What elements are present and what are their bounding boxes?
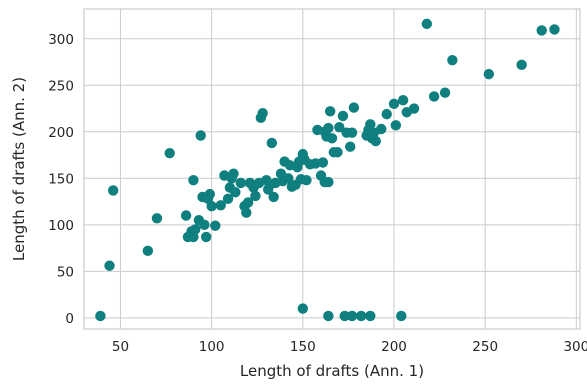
scatter-point bbox=[222, 193, 234, 204]
data-points bbox=[95, 18, 560, 322]
x-tick-labels: 50 100 150 200 250 300 bbox=[112, 339, 587, 355]
scatter-point bbox=[250, 190, 261, 202]
grid bbox=[84, 9, 580, 329]
scatter-point bbox=[428, 91, 440, 102]
scatter-point bbox=[230, 187, 241, 198]
scatter-point bbox=[188, 174, 199, 186]
scatter-point bbox=[337, 110, 349, 122]
x-tick-label: 300 bbox=[563, 339, 587, 355]
scatter-point bbox=[190, 224, 201, 235]
x-tick-label: 50 bbox=[112, 339, 129, 355]
scatter-point bbox=[228, 168, 239, 179]
scatter-point bbox=[323, 310, 334, 322]
scatter-point bbox=[195, 130, 206, 141]
scatter-point bbox=[323, 122, 334, 134]
y-tick-label: 0 bbox=[65, 311, 74, 327]
scatter-point bbox=[346, 127, 358, 138]
scatter-point bbox=[235, 177, 247, 189]
y-tick-label: 100 bbox=[48, 218, 74, 234]
scatter-point bbox=[421, 18, 433, 30]
scatter-point bbox=[370, 135, 381, 147]
scatter-point bbox=[346, 310, 358, 322]
y-tick-label: 250 bbox=[48, 78, 74, 94]
scatter-point bbox=[151, 213, 163, 224]
scatter-point bbox=[142, 245, 154, 257]
scatter-point bbox=[549, 24, 560, 35]
scatter-point bbox=[104, 260, 115, 271]
scatter-point bbox=[396, 310, 407, 322]
scatter-point bbox=[323, 176, 334, 188]
scatter-point bbox=[439, 87, 451, 98]
y-tick-label: 150 bbox=[48, 171, 74, 187]
scatter-point bbox=[95, 310, 106, 322]
scatter-point bbox=[516, 59, 527, 71]
scatter-point bbox=[345, 141, 356, 152]
scatter-point bbox=[381, 108, 392, 120]
y-tick-label: 200 bbox=[48, 125, 74, 141]
scatter-point bbox=[210, 220, 221, 231]
y-tick-labels: 0 50 100 150 200 250 300 bbox=[48, 32, 74, 327]
scatter-point bbox=[334, 121, 345, 133]
scatter-point bbox=[536, 25, 547, 36]
x-axis-label: Length of drafts (Ann. 1) bbox=[240, 362, 424, 380]
scatter-point bbox=[164, 147, 175, 159]
plot-frame bbox=[83, 8, 581, 330]
x-tick-label: 150 bbox=[290, 339, 316, 355]
scatter-point bbox=[107, 185, 119, 196]
scatter-point bbox=[301, 174, 312, 186]
scatter-point bbox=[283, 173, 294, 184]
x-tick-label: 250 bbox=[472, 339, 498, 355]
scatter-point bbox=[215, 200, 226, 211]
y-tick-label: 300 bbox=[48, 32, 74, 48]
scatter-point bbox=[408, 103, 420, 114]
scatter-point bbox=[348, 102, 360, 113]
scatter-point bbox=[257, 107, 268, 119]
scatter-point bbox=[297, 303, 309, 314]
y-tick-label: 50 bbox=[57, 264, 74, 280]
scatter-point bbox=[326, 133, 338, 144]
scatter-point bbox=[199, 219, 210, 231]
scatter-point bbox=[200, 231, 212, 243]
x-tick-label: 100 bbox=[199, 339, 225, 355]
scatter-point bbox=[180, 210, 192, 221]
scatter-point bbox=[266, 137, 278, 149]
scatter-point bbox=[204, 188, 216, 200]
x-tick-label: 200 bbox=[381, 339, 407, 355]
scatter-point bbox=[339, 310, 350, 322]
scatter-point bbox=[355, 310, 367, 322]
scatter-point bbox=[332, 147, 343, 158]
scatter-point bbox=[447, 54, 458, 66]
scatter-point bbox=[317, 157, 329, 168]
scatter-point bbox=[324, 106, 336, 117]
scatter-point bbox=[397, 94, 409, 106]
scatter-point bbox=[241, 207, 252, 218]
scatter-point bbox=[242, 197, 254, 208]
scatter-point bbox=[483, 68, 495, 80]
scatter-point bbox=[376, 123, 387, 135]
y-axis-label: Length of drafts (Ann. 2) bbox=[10, 77, 28, 261]
scatter-point bbox=[388, 98, 400, 110]
scatter-point bbox=[365, 310, 376, 322]
scatter-point bbox=[206, 201, 217, 212]
scatter-point bbox=[365, 119, 376, 130]
scatter-point bbox=[390, 120, 402, 131]
scatter-point bbox=[268, 191, 279, 203]
